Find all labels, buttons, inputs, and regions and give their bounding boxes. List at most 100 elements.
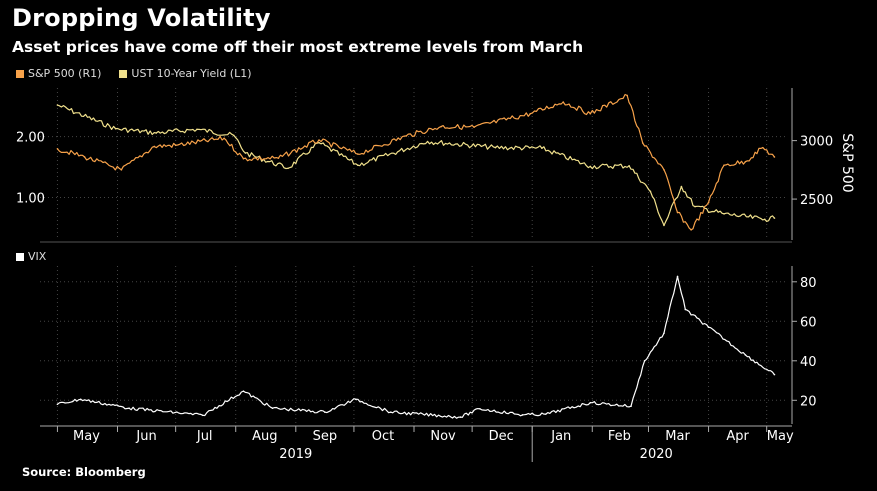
series-spx-line-point-13 (529, 112, 532, 115)
series-spx-line-point-17 (641, 142, 644, 144)
series-vix-line-point-7 (355, 398, 357, 401)
series-ust-line-point-15 (663, 224, 665, 227)
series-ust-line-point-7 (318, 141, 320, 144)
tick-left-0: 1.00 (16, 191, 45, 206)
series-spx-line-point-3 (153, 145, 156, 148)
series-ust-line-point-18 (723, 213, 725, 215)
tick-right-bottom-3: 80 (800, 276, 817, 291)
series-ust-line-point-9 (426, 140, 429, 143)
source-note: Source: Bloomberg (22, 465, 146, 479)
tick-month-0: May (73, 429, 100, 444)
series-vix-line-point-1 (79, 398, 82, 401)
series-spx-line-point-10 (405, 135, 408, 137)
series-vix-line-point-11 (521, 414, 524, 416)
series-spx-line-point-4 (174, 144, 177, 147)
chart-title: Dropping Volatility (12, 4, 271, 32)
series-spx-line-point-16 (626, 94, 628, 97)
tick-month-10: Mar (665, 429, 690, 444)
series-spx-line-point-18 (663, 169, 665, 171)
legend-ust-label: UST 10-Year Yield (L1) (131, 67, 252, 80)
series-ust-line-point-20 (773, 217, 776, 219)
series-spx-line-point-2 (120, 169, 123, 171)
chart-subtitle: Asset prices have come off their most ex… (12, 38, 584, 56)
series-ust-line-point-1 (114, 127, 117, 130)
series-vix-line-point-18 (684, 308, 687, 311)
series-ust-line-point-5 (244, 152, 247, 154)
tick-month-1: Jun (135, 429, 156, 444)
series-spx-line-point-19 (676, 211, 679, 214)
series-vix-line-point-2 (128, 407, 130, 410)
legend-spx-swatch (16, 69, 24, 78)
series-spx-line-point-22 (723, 164, 725, 166)
legend-spx-label: S&P 500 (R1) (28, 67, 102, 80)
tick-month-3: Aug (252, 429, 277, 444)
series-ust-line-point-16 (680, 185, 683, 188)
legend-bottom: VIX (16, 250, 46, 263)
tick-month-4: Sep (313, 429, 338, 444)
legend-vix-swatch (16, 252, 24, 261)
series-ust-line-point-14 (649, 190, 652, 193)
series-vix-line-point-9 (459, 416, 462, 418)
tick-month-12: May (767, 429, 794, 444)
series-ust-line-point-12 (589, 165, 592, 168)
tick-month-5: Oct (372, 429, 394, 444)
legend-vix-label: VIX (28, 250, 47, 263)
series-ust-line-point-6 (287, 167, 289, 170)
tick-right-bottom-2: 60 (800, 315, 817, 330)
tick-right-bottom-1: 40 (800, 355, 817, 370)
series-ust-line-point-2 (155, 132, 158, 134)
series-spx-line-point-7 (277, 157, 280, 159)
series-ust-line-point-8 (357, 164, 359, 167)
series-vix-line-point-5 (271, 407, 274, 410)
legend-top: S&P 500 (R1) UST 10-Year Yield (L1) (16, 67, 252, 80)
series-spx-line-point-20 (690, 229, 692, 231)
series-vix-line-point-13 (589, 401, 592, 404)
series-ust-line-point-19 (763, 218, 766, 221)
series-spx-line-point-8 (318, 139, 320, 141)
series-vix-line-point-8 (389, 411, 392, 413)
tick-month-11: Apr (726, 429, 749, 444)
series-vix-line-point-10 (479, 407, 481, 410)
series-vix-line-point-16 (663, 332, 665, 334)
series-vix-line-point-0 (56, 403, 59, 406)
tick-month-2: Jul (196, 429, 213, 444)
tick-month-8: Jan (550, 429, 571, 444)
series-ust-line-point-3 (196, 128, 198, 131)
series-ust-line-point-17 (694, 205, 696, 208)
series-spx-line-point-23 (744, 160, 747, 163)
tick-month-6: Nov (430, 429, 456, 444)
series-spx-line-point-21 (707, 201, 710, 204)
series-vix-line-point-14 (630, 405, 632, 408)
series-vix-line-point-21 (773, 373, 776, 376)
series-ust-line-point-4 (232, 134, 235, 137)
series-spx-line-point-5 (223, 137, 225, 140)
series-spx-line-point-1 (83, 156, 86, 158)
series-spx-line (56, 93, 775, 231)
series-spx-line-point-9 (357, 153, 359, 155)
tick-right-top-1: 3000 (800, 135, 833, 150)
series-spx-line-point-25 (773, 156, 776, 158)
series-spx-line-point-12 (473, 126, 475, 128)
series-spx-line-point-24 (762, 146, 764, 149)
series-vix-line-point-15 (643, 360, 646, 362)
series-vix-line (57, 275, 775, 419)
series-spx-line-point-14 (562, 101, 565, 103)
tick-left-1: 2.00 (16, 131, 45, 146)
series-spx-line-point-11 (440, 125, 442, 128)
right-axis-title: S&P 500 (839, 133, 855, 192)
series-spx-line-point-15 (589, 112, 592, 115)
series-vix-line-point-4 (242, 390, 245, 393)
tick-year-0: 2019 (279, 447, 312, 462)
series-vix-line-point-19 (707, 326, 710, 329)
series-ust-line-point-13 (628, 165, 630, 167)
tick-right-bottom-0: 20 (800, 394, 817, 409)
series-ust-line-point-11 (541, 147, 543, 149)
series-ust-line-point-0 (56, 104, 59, 106)
tick-year-1: 2020 (640, 447, 673, 462)
series-spx-line-point-6 (242, 157, 245, 160)
series-ust-line-point-10 (494, 146, 497, 149)
legend-ust-swatch (119, 69, 128, 78)
series-vix-line-point-12 (544, 413, 547, 415)
series-ust-line (57, 104, 775, 226)
series-vix-line-point-17 (676, 275, 679, 278)
